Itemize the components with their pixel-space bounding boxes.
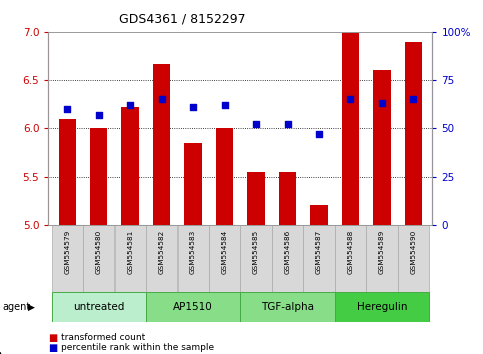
Text: ▶: ▶ (28, 303, 35, 312)
Point (252, 122, 260, 127)
Text: Heregulin: Heregulin (356, 302, 407, 312)
Bar (146, 292, 240, 322)
Text: GSM554580: GSM554580 (96, 230, 101, 274)
Bar (310, 205, 327, 225)
Bar (185, 143, 202, 225)
Bar (177, 225, 209, 292)
Text: GSM554589: GSM554589 (379, 230, 385, 274)
Bar (373, 70, 391, 225)
Bar (405, 41, 422, 225)
Bar (114, 225, 146, 292)
Bar (272, 225, 303, 292)
Bar (279, 172, 296, 225)
Text: AP1510: AP1510 (173, 302, 213, 312)
Point (284, 122, 291, 127)
Point (63, 106, 71, 112)
Bar (209, 225, 240, 292)
Text: GSM554584: GSM554584 (222, 230, 227, 274)
Text: ■: ■ (48, 343, 57, 353)
Bar (83, 225, 114, 292)
Bar (241, 225, 271, 292)
Point (347, 97, 355, 102)
Bar (342, 32, 359, 225)
Text: GSM554581: GSM554581 (127, 230, 133, 274)
Bar (366, 225, 398, 292)
Point (158, 97, 166, 102)
Bar (335, 292, 429, 322)
Text: GSM554586: GSM554586 (284, 230, 290, 274)
Bar (247, 172, 265, 225)
Text: GSM554587: GSM554587 (316, 230, 322, 274)
Bar (90, 128, 107, 225)
Text: GSM554583: GSM554583 (190, 230, 196, 274)
Bar (122, 107, 139, 225)
Text: agent: agent (2, 302, 30, 312)
Bar (58, 119, 76, 225)
Bar (398, 225, 429, 292)
Text: TGF-alpha: TGF-alpha (261, 302, 314, 312)
Text: GSM554582: GSM554582 (158, 230, 165, 274)
Bar (241, 292, 335, 322)
Bar (335, 225, 366, 292)
Text: GSM554585: GSM554585 (253, 230, 259, 274)
Point (95, 112, 102, 118)
Text: transformed count: transformed count (61, 333, 145, 342)
Bar (146, 225, 177, 292)
Point (189, 104, 197, 110)
Text: GSM554579: GSM554579 (64, 230, 70, 274)
Text: GSM554590: GSM554590 (411, 230, 416, 274)
Point (315, 131, 323, 137)
Bar (216, 128, 233, 225)
Bar (153, 64, 170, 225)
Text: GSM554588: GSM554588 (347, 230, 354, 274)
Point (378, 101, 386, 106)
Bar (303, 225, 335, 292)
Text: ■: ■ (48, 333, 57, 343)
Text: untreated: untreated (73, 302, 124, 312)
Text: percentile rank within the sample: percentile rank within the sample (61, 343, 214, 352)
Point (410, 97, 417, 102)
Point (221, 102, 228, 108)
Bar (52, 225, 83, 292)
Point (126, 102, 134, 108)
Bar (52, 292, 146, 322)
Text: GDS4361 / 8152297: GDS4361 / 8152297 (119, 12, 246, 25)
